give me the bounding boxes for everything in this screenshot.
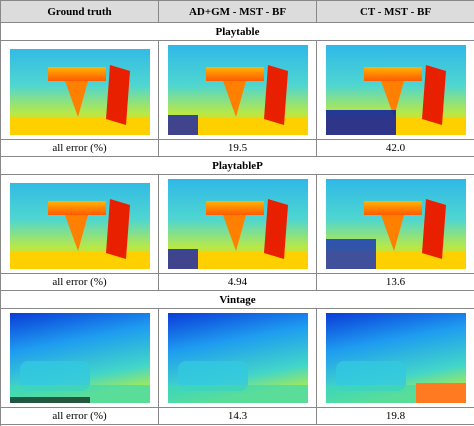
- error-value: 19.5: [159, 140, 317, 157]
- error-value: 13.6: [317, 274, 474, 291]
- image-cell: [317, 309, 474, 408]
- section-title: PlaytableP: [1, 157, 474, 175]
- image-cell: [159, 309, 317, 408]
- column-header: Ground truth: [1, 1, 159, 23]
- error-value: 19.8: [317, 408, 474, 425]
- image-cell: [1, 175, 159, 274]
- image-cell: [1, 41, 159, 140]
- row-label: all error (%): [1, 140, 159, 157]
- row-label: all error (%): [1, 408, 159, 425]
- disparity-map: [167, 45, 308, 135]
- disparity-map: [167, 313, 308, 403]
- error-value: 42.0: [317, 140, 474, 157]
- disparity-map: [9, 313, 150, 403]
- column-header: CT - MST - BF: [317, 1, 474, 23]
- image-cell: [317, 41, 474, 140]
- disparity-map: [325, 313, 466, 403]
- disparity-map: [167, 179, 308, 269]
- image-cell: [159, 41, 317, 140]
- disparity-map: [9, 179, 150, 269]
- section-title: Playtable: [1, 23, 474, 41]
- row-label: all error (%): [1, 274, 159, 291]
- section-title: Vintage: [1, 291, 474, 309]
- error-value: 14.3: [159, 408, 317, 425]
- disparity-map: [9, 45, 150, 135]
- error-value: 4.94: [159, 274, 317, 291]
- image-cell: [159, 175, 317, 274]
- column-header: AD+GM - MST - BF: [159, 1, 317, 23]
- image-cell: [1, 309, 159, 408]
- disparity-map: [325, 179, 466, 269]
- image-cell: [317, 175, 474, 274]
- disparity-map: [325, 45, 466, 135]
